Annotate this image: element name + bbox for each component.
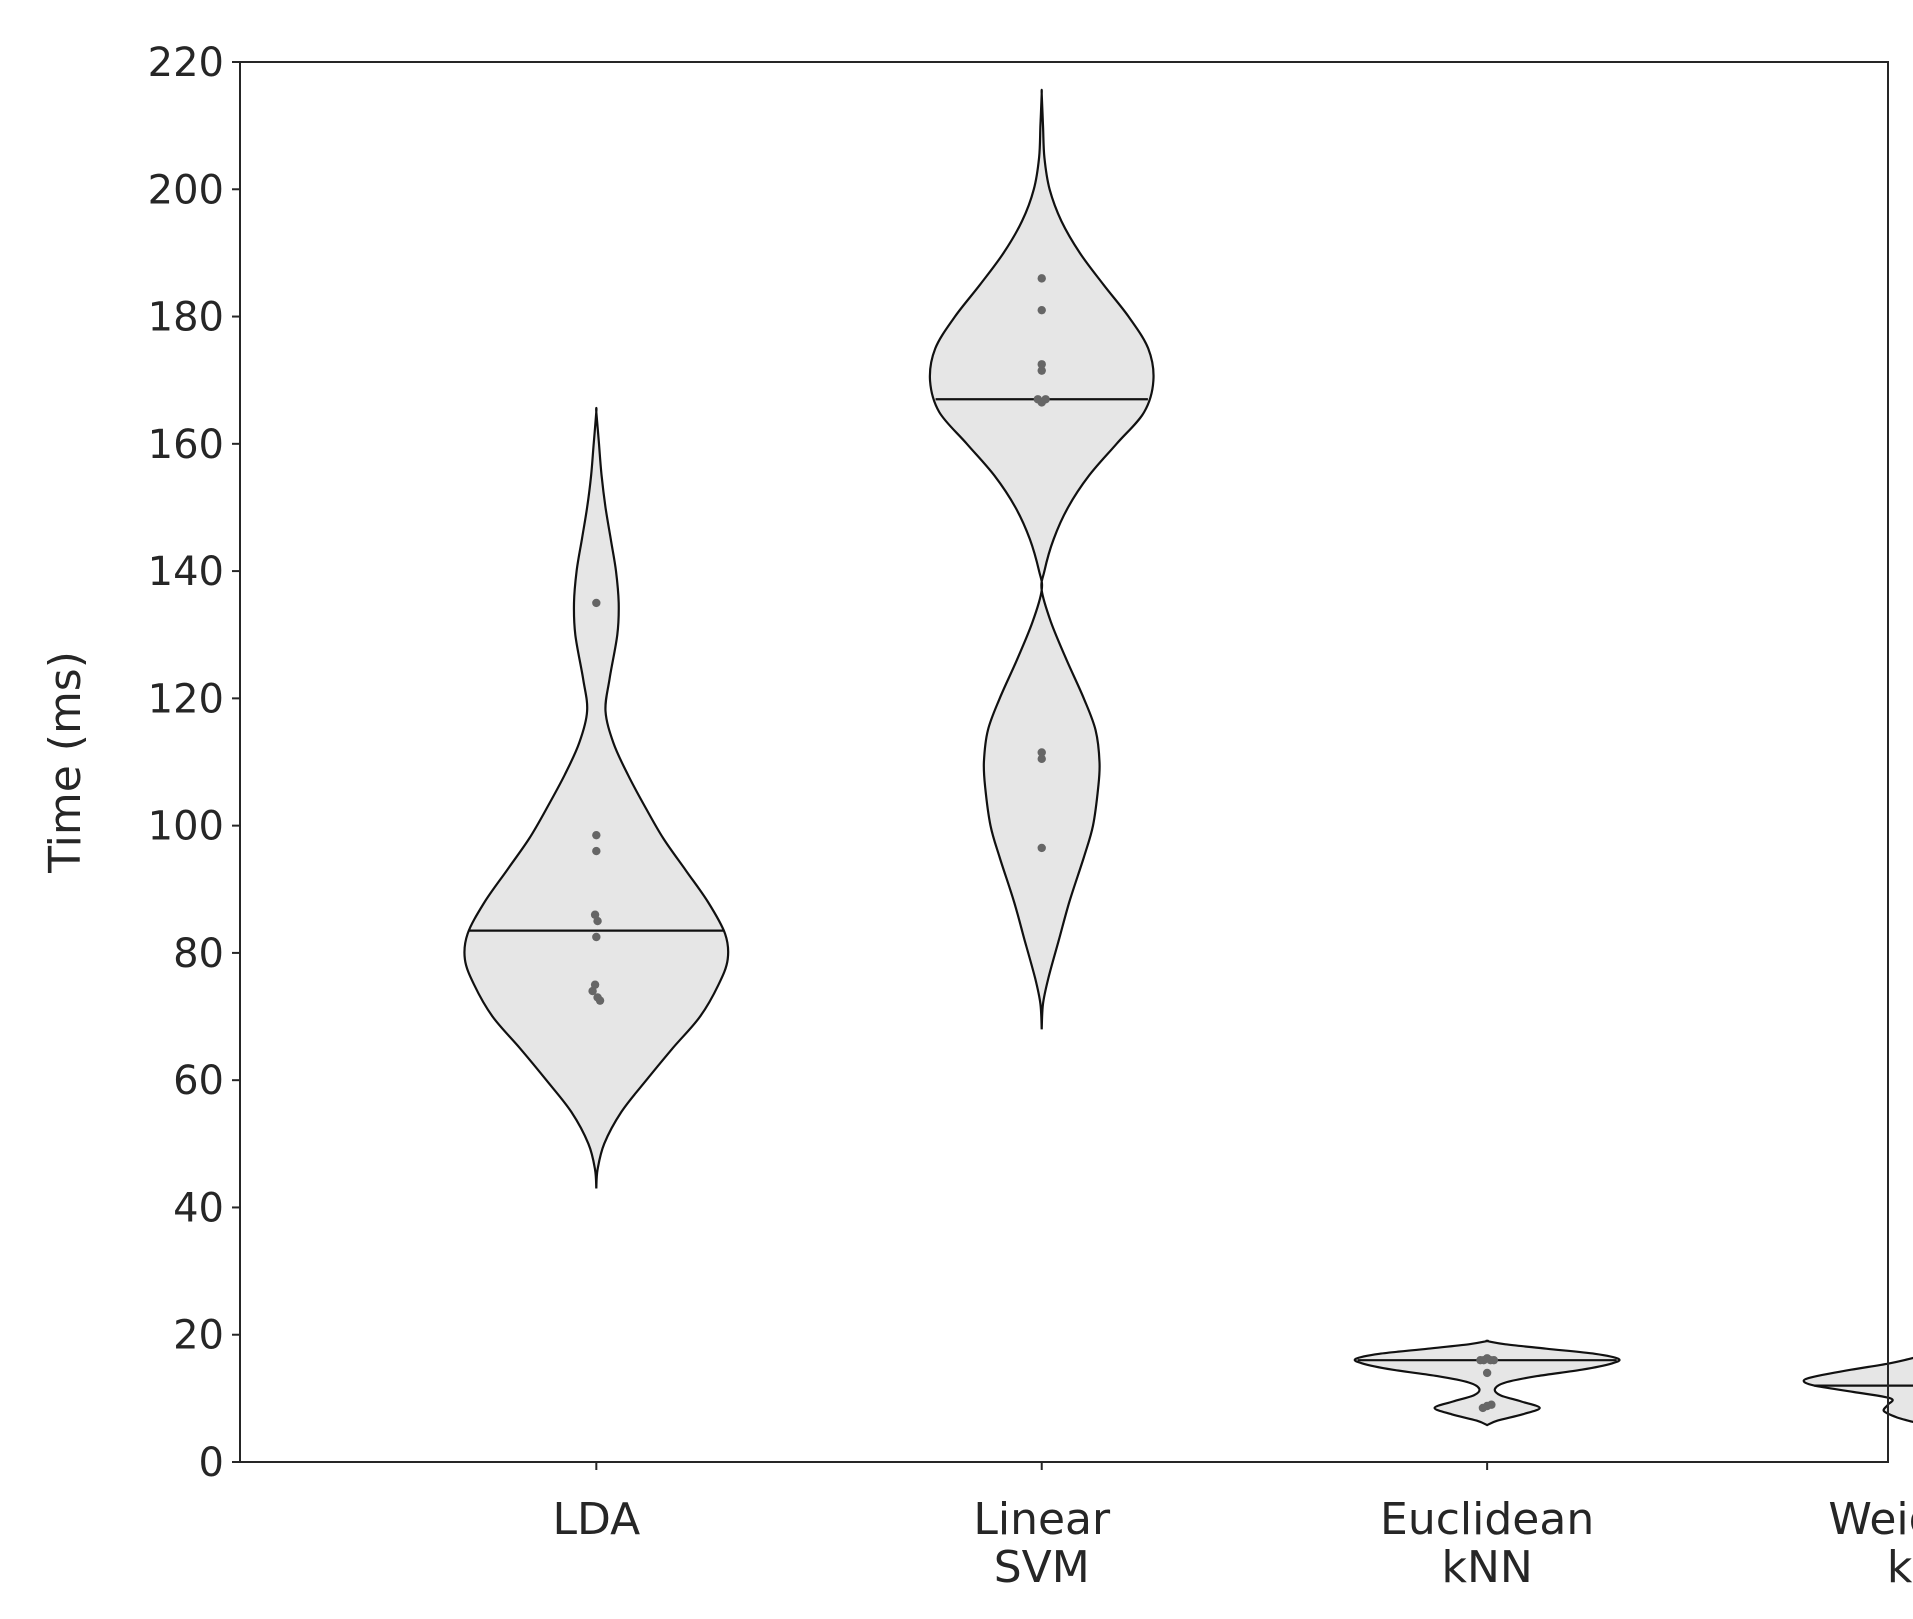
x-tick-label: LDA: [552, 1494, 640, 1545]
data-point: [592, 598, 601, 608]
data-point: [590, 980, 600, 989]
data-point: [593, 916, 602, 926]
violin-layer: [463, 88, 1913, 1427]
data-point: [1037, 360, 1046, 369]
y-tick-label: 120: [148, 676, 224, 722]
data-point: [1037, 754, 1046, 764]
y-tick-label: 0: [199, 1440, 224, 1486]
x-tick-label: kNN: [1441, 1542, 1532, 1593]
data-point: [1041, 395, 1050, 404]
y-tick-label: 20: [173, 1313, 224, 1359]
data-point: [1037, 305, 1046, 315]
y-tick-label: 40: [173, 1185, 224, 1231]
y-tick-label: 140: [148, 549, 224, 595]
violin-1: [463, 406, 730, 1189]
y-axis-ticks: 0 20 40 60 80 100 120 140 160 180 200 220: [148, 40, 240, 1486]
data-point: [1037, 843, 1046, 853]
point-layer: [588, 274, 1499, 1413]
data-point: [1487, 1400, 1496, 1409]
violin-3: [1353, 1339, 1621, 1427]
x-axis-ticks: LDALinearSVMEuclideankNNWeightedkNN: [552, 1462, 1913, 1593]
y-tick-label: 160: [148, 422, 224, 468]
data-point: [1037, 366, 1046, 375]
y-tick-label: 60: [173, 1058, 224, 1104]
y-tick-label: 200: [148, 167, 224, 213]
x-tick-label: Euclidean: [1380, 1494, 1594, 1545]
y-tick-label: 180: [148, 295, 224, 341]
data-point: [595, 996, 605, 1005]
x-tick-label: Weighted: [1828, 1494, 1913, 1545]
data-point: [590, 910, 600, 919]
plot-frame: [239, 61, 1889, 1463]
data-point: [1482, 1368, 1492, 1378]
violin-4: [1802, 1356, 1913, 1424]
y-tick-label: 80: [173, 931, 224, 977]
y-axis-label: Time (ms): [40, 651, 91, 874]
x-tick-label: SVM: [994, 1542, 1090, 1593]
data-point: [592, 846, 601, 856]
data-point: [588, 986, 597, 996]
data-point: [1037, 748, 1046, 757]
x-tick-label: Linear: [973, 1494, 1111, 1545]
data-point: [592, 830, 601, 840]
data-point: [592, 932, 601, 942]
data-point: [1489, 1355, 1499, 1365]
x-tick-label: kNN: [1887, 1542, 1913, 1593]
violin-2: [928, 88, 1155, 1030]
y-tick-label: 100: [148, 804, 224, 850]
data-point: [1037, 274, 1046, 283]
y-tick-label: 220: [148, 40, 224, 86]
